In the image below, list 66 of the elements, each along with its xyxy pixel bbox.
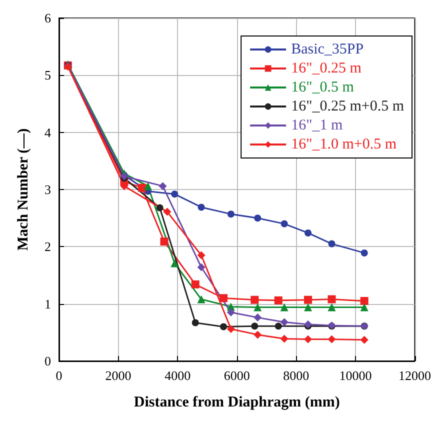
point [304,229,312,236]
point [138,184,146,192]
point [280,303,288,312]
x-axis-title: Distance from Diaphragm (mm) [134,394,340,410]
point [197,295,206,304]
point [170,259,179,268]
point [274,322,282,330]
point [304,303,312,312]
point [220,323,228,330]
point [251,322,258,330]
point [328,295,336,304]
point [360,249,368,256]
point [160,238,168,246]
point [360,296,368,305]
point [156,204,164,212]
point [144,182,152,190]
legend-label: 16"_1 m [291,118,343,134]
point [280,318,288,326]
point [328,335,336,344]
point [254,214,262,222]
point [304,335,312,344]
point [227,210,234,218]
point [280,220,288,228]
point [360,303,368,312]
point [280,334,288,343]
y-tick-label: 5 [44,68,51,83]
point [254,330,262,339]
y-axis-title: Mach Number (—) [16,128,32,251]
y-tick-label: 6 [44,10,52,26]
point [254,303,262,312]
point [304,320,312,328]
point [328,240,336,248]
point [360,336,368,344]
point [304,296,312,304]
x-tick-label: 2000 [105,368,132,383]
point [171,190,178,198]
y-tick-label: 3 [44,182,51,197]
point [191,280,200,288]
legend-label: 16"_0.5 m [291,80,354,96]
legend-label: 16"_1.0 m+0.5 m [291,136,397,152]
point [163,208,172,216]
point [328,303,336,312]
legend-label: Basic_35PP [291,42,364,58]
point [274,296,282,304]
legend-label: 16"_0.25 m+0.5 m [291,98,404,114]
point [254,314,262,322]
legend-label: 16"_0.25 m [291,60,362,76]
x-tick-label: 4000 [164,368,191,383]
point [226,308,235,316]
point [192,319,199,326]
x-tick-label: 10000 [339,368,372,383]
point [226,324,235,333]
y-tick-label: 4 [44,124,52,140]
point [197,251,206,260]
point [220,294,228,302]
x-tick-label: 12000 [398,368,431,383]
x-tick-label: 8000 [283,368,310,383]
x-tick-label: 0 [56,368,62,383]
point [198,204,205,211]
y-tick-label: 1 [44,296,51,312]
point [158,182,167,190]
y-tick-label: 2 [44,239,51,254]
y-tick-label: 0 [44,354,51,368]
point [250,296,259,304]
x-tick-label: 6000 [224,368,250,383]
point [197,263,206,272]
